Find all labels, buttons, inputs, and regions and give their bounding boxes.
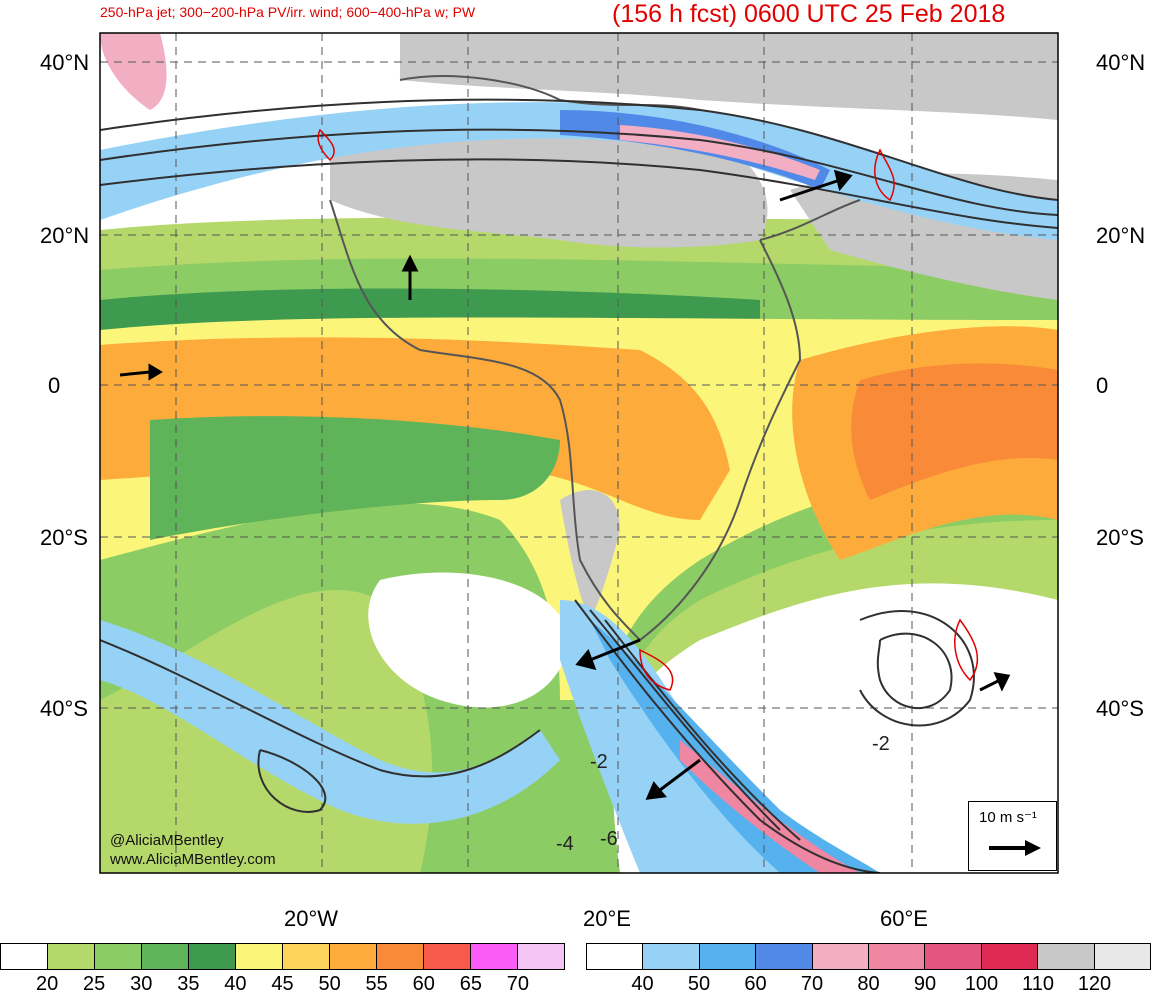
jet-colorbar-swatch: [587, 944, 644, 969]
jet-colorbar-tick-label: 60: [744, 973, 767, 995]
lon-label: 20°W: [284, 906, 339, 931]
pw-colorbar-swatch: [283, 944, 330, 969]
contour-label-1: -2: [590, 751, 608, 773]
pw-colorbar-tick-label: 70: [506, 973, 530, 995]
pw-colorbar-swatch: [330, 944, 377, 969]
jet-colorbar-tick-label: 110: [1022, 973, 1054, 995]
jet-colorbar-tick-label: 50: [687, 973, 711, 995]
jet-colorbar-swatch: [812, 944, 870, 969]
jet-colorbar-swatch: [925, 944, 982, 969]
contour-label-4: -2: [872, 733, 890, 755]
lat-label-left: 20°N: [40, 223, 90, 248]
header-fields: 250-hPa jet; 300−200-hPa PV/irr. wind; 6…: [100, 4, 476, 20]
contour-value-labels: -2 -4 -6 -2: [556, 733, 890, 855]
wind-scale-legend: 10 m s⁻¹: [968, 801, 1057, 871]
pw-colorbar-tick-label: 25: [83, 973, 106, 995]
wind-scale-label: 10 m s⁻¹: [979, 809, 1037, 826]
lat-label-right: 40°S: [1096, 696, 1144, 721]
map-canvas: -2 -4 -6 -2: [99, 32, 1059, 874]
pw-colorbar-swatch: [236, 944, 283, 969]
lat-label-right: 0: [1096, 373, 1109, 398]
contour-label-3: -6: [600, 828, 618, 850]
pw-colorbar: [0, 943, 565, 970]
jet-colorbar-swatch: [643, 944, 700, 969]
lat-label-left: 0: [48, 373, 61, 398]
pw-colorbar-swatch: [377, 944, 424, 969]
pw-colorbar-tick-label: 30: [130, 973, 153, 995]
jet-sw-light: [100, 620, 560, 824]
pw-colorbar-swatch: [95, 944, 142, 969]
pw-colorbar-swatch: [142, 944, 189, 969]
jet-colorbar-tick-label: 120: [1077, 973, 1112, 995]
pw-colorbar-swatch: [471, 944, 518, 969]
forecast-time: (156 h fcst) 0600 UTC 25 Feb 2018: [612, 0, 1006, 28]
lat-label-left: 40°N: [40, 50, 90, 75]
jet-colorbar-swatch: [699, 944, 757, 969]
pw-colorbar-swatch: [424, 944, 471, 969]
lon-label: 60°E: [880, 906, 928, 931]
jet-colorbar-tick-label: 70: [800, 973, 824, 995]
lon-label: 20°E: [583, 906, 631, 931]
pw-colorbar-tick-label: 65: [459, 973, 482, 995]
jet-colorbar-tick-label: 90: [913, 973, 937, 995]
streamlines: [100, 98, 1058, 873]
jet-colorbar-swatch: [1094, 944, 1151, 969]
jet-north-light: [100, 102, 1058, 240]
lat-label-right: 20°S: [1096, 525, 1144, 550]
wind-scale-arrow-icon: [989, 840, 1041, 856]
jet-north-pink: [620, 125, 820, 180]
wind-vectors: [119, 169, 1011, 800]
pw-colorbar-swatch: [1, 944, 48, 969]
jet-nw-pink: [100, 33, 167, 110]
credit-handle: @AliciaMBentley: [110, 832, 224, 849]
pw-colorbar-swatch: [518, 944, 564, 969]
pw-dry-white: [368, 572, 570, 708]
jet-colorbar-swatch: [1038, 944, 1095, 969]
pw-colorbar-tick-label: 50: [318, 973, 341, 995]
jet-south-core: [590, 620, 880, 873]
pw-band-green-atlantic: [150, 416, 560, 540]
pw-colorbar-tick-label: 55: [365, 973, 388, 995]
pw-colorbar-tick-label: 60: [412, 973, 435, 995]
lat-label-right: 20°N: [1096, 223, 1146, 248]
map-frame: [99, 32, 1059, 874]
jet-colorbar: [586, 943, 1151, 970]
jet-colorbar-swatch: [869, 944, 926, 969]
contour-label-2: -4: [556, 833, 574, 855]
credit-site: www.AliciaMBentley.com: [110, 851, 276, 868]
pw-colorbar-tick-label: 40: [224, 973, 247, 995]
lat-lon-grid: [100, 33, 1058, 873]
jet-colorbar-tick-label: 80: [857, 973, 880, 995]
pv-contours: [317, 128, 979, 691]
jet-colorbar-tick-label: 100: [964, 973, 999, 995]
lat-label-left: 40°S: [40, 696, 88, 721]
pw-colorbar-tick-label: 20: [35, 973, 59, 995]
pw-colorbar-swatch: [48, 944, 95, 969]
land-north-africa: [330, 119, 768, 248]
pw-colorbar-tick-label: 35: [177, 973, 200, 995]
jet-colorbar-swatch: [981, 944, 1039, 969]
pw-colorbar-swatch: [189, 944, 236, 969]
lat-label-right: 40°N: [1096, 50, 1146, 75]
jet-colorbar-swatch: [756, 944, 813, 969]
pw-colorbar-tick-label: 45: [271, 973, 294, 995]
lat-label-left: 20°S: [40, 525, 88, 550]
land-europe: [400, 33, 1058, 120]
pw-band-red-indian: [851, 363, 1058, 500]
jet-colorbar-tick-label: 40: [631, 973, 654, 995]
